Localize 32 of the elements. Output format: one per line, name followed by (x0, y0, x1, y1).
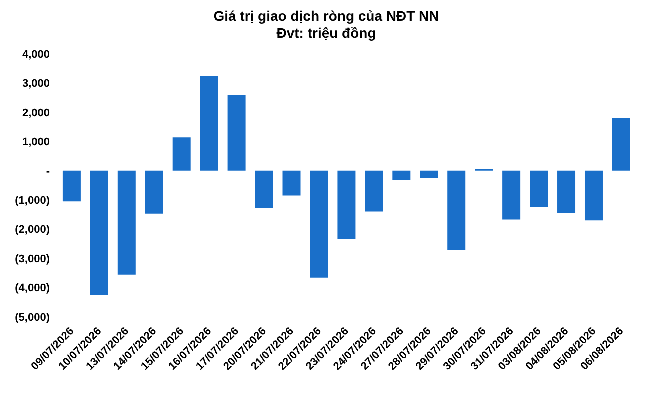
bar (172, 138, 191, 171)
bar (448, 170, 466, 250)
bar (365, 170, 384, 212)
bar (282, 170, 301, 196)
bar (310, 170, 328, 278)
bar (200, 76, 218, 171)
y-tick-label: 3,000 (22, 78, 50, 90)
bar (90, 170, 108, 296)
bar (502, 170, 521, 220)
y-tick-label: 2,000 (22, 107, 50, 120)
chart-title: Giá trị giao dịch ròng của NĐT NN (212, 8, 440, 25)
bar (584, 170, 603, 221)
y-tick-label: 4,000 (22, 48, 50, 61)
y-tick-label: (4,000) (15, 282, 50, 295)
bar (612, 118, 630, 171)
bar (118, 170, 136, 275)
y-tick-label: - (46, 166, 50, 178)
y-tick-label: (1,000) (15, 195, 50, 208)
bar (255, 170, 274, 208)
bar (530, 170, 548, 208)
bar (420, 170, 438, 178)
bar (62, 170, 81, 202)
y-tick-label: (2,000) (15, 224, 50, 236)
chart-subtitle: Đvt: triệu đồng (276, 25, 378, 42)
bar (145, 170, 164, 214)
bar (228, 95, 246, 171)
y-tick-label: (5,000) (15, 312, 50, 324)
y-tick-label: 1,000 (22, 136, 50, 149)
bar (338, 170, 356, 240)
bar (558, 170, 576, 213)
y-tick-label: (3,000) (15, 253, 50, 266)
bar (392, 170, 411, 181)
